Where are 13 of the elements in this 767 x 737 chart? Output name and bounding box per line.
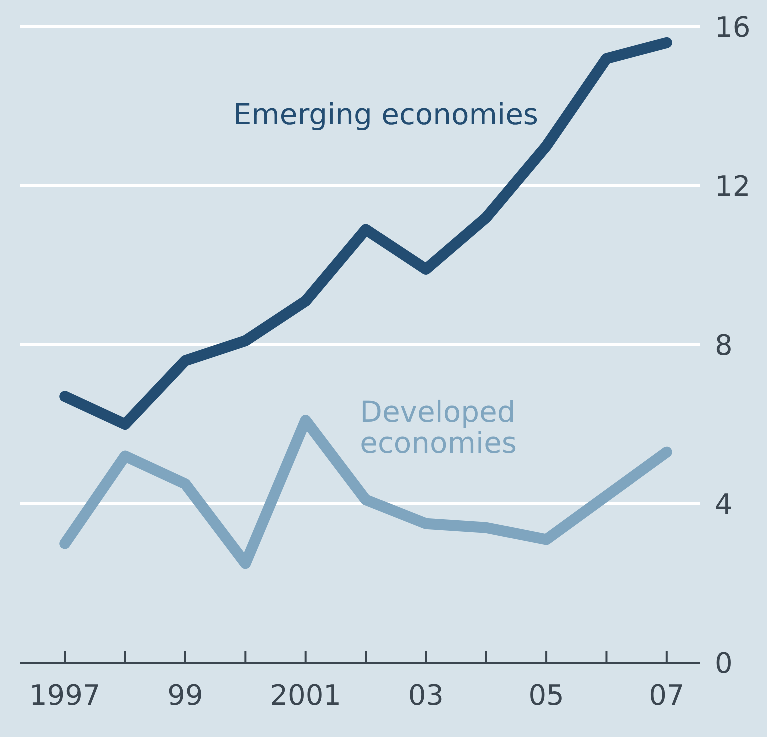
y-tick-label: 16 <box>715 10 751 44</box>
y-tick-label: 0 <box>715 646 733 680</box>
x-tick-label: 2001 <box>270 679 342 712</box>
y-tick-label: 12 <box>715 170 751 203</box>
x-tick-label: 07 <box>649 679 685 712</box>
series-label: Emerging economies <box>233 97 539 132</box>
y-tick-label: 8 <box>715 328 733 362</box>
x-tick-label: 05 <box>528 679 564 712</box>
x-tick-label: 03 <box>408 679 444 712</box>
y-tick-label: 4 <box>715 488 733 521</box>
x-tick-label: 1997 <box>30 679 101 712</box>
series-label: Developed economies <box>360 395 518 460</box>
x-tick-label: 99 <box>168 679 204 712</box>
